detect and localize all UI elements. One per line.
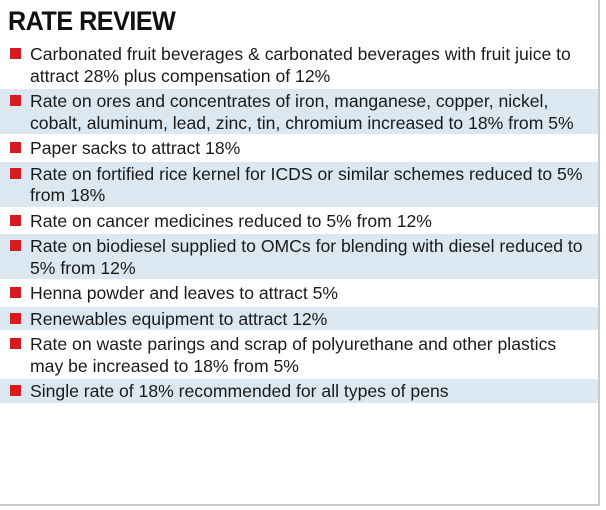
list-item-text: Rate on ores and concentrates of iron, m… (30, 91, 574, 133)
square-bullet-icon (10, 385, 21, 396)
list-item-text: Single rate of 18% recommended for all t… (30, 381, 449, 401)
list-item: Single rate of 18% recommended for all t… (0, 379, 598, 405)
list-item-text: Rate on biodiesel supplied to OMCs for b… (30, 236, 583, 278)
square-bullet-icon (10, 95, 21, 106)
list-item: Renewables equipment to attract 12% (0, 306, 598, 332)
list-item: Rate on fortified rice kernel for ICDS o… (0, 161, 598, 209)
list-item: Rate on biodiesel supplied to OMCs for b… (0, 234, 598, 281)
list-item: Carbonated fruit beverages & carbonated … (0, 42, 598, 89)
list-item-text: Renewables equipment to attract 12% (30, 308, 328, 329)
square-bullet-icon (10, 214, 21, 226)
square-bullet-icon (10, 167, 21, 179)
square-bullet-icon (10, 240, 21, 251)
list-item-text: Rate on fortified rice kernel for ICDS o… (30, 163, 583, 206)
list-item-text: Henna powder and leaves to attract 5% (30, 283, 339, 303)
page-title: RATE REVIEW (8, 6, 176, 36)
list-item: Paper sacks to attract 18% (0, 136, 598, 162)
square-bullet-icon (10, 142, 21, 153)
list-item-text: Carbonated fruit beverages & carbonated … (30, 44, 571, 86)
square-bullet-icon (10, 287, 21, 298)
list-item-text: Rate on cancer medicines reduced to 5% f… (30, 210, 432, 231)
list-item: Rate on waste parings and scrap of polyu… (0, 332, 598, 379)
square-bullet-icon (10, 338, 21, 349)
list-item: Rate on cancer medicines reduced to 5% f… (0, 208, 598, 234)
rate-list: Carbonated fruit beverages & carbonated … (0, 42, 598, 405)
square-bullet-icon (10, 48, 21, 59)
list-item: Rate on ores and concentrates of iron, m… (0, 89, 598, 136)
list-item: Henna powder and leaves to attract 5% (0, 281, 598, 307)
list-item-text: Rate on waste parings and scrap of polyu… (30, 334, 557, 376)
list-item-text: Paper sacks to attract 18% (30, 138, 241, 158)
square-bullet-icon (10, 312, 21, 324)
